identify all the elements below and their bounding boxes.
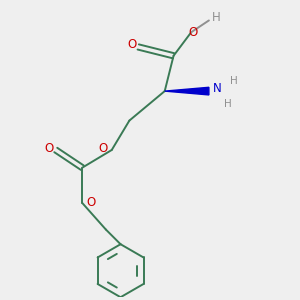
Polygon shape [165, 87, 209, 95]
Text: O: O [99, 142, 108, 155]
Text: O: O [86, 196, 95, 209]
Text: O: O [127, 38, 136, 51]
Text: H: H [212, 11, 220, 24]
Text: H: H [224, 99, 232, 110]
Text: O: O [188, 26, 197, 39]
Text: H: H [230, 76, 238, 86]
Text: O: O [45, 142, 54, 155]
Text: N: N [213, 82, 222, 95]
